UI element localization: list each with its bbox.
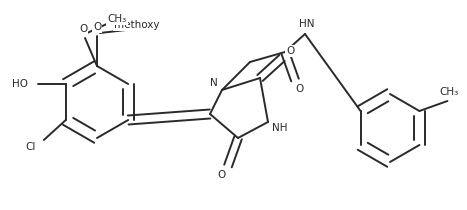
Text: CH₃: CH₃ bbox=[107, 14, 127, 24]
Text: Cl: Cl bbox=[25, 142, 36, 152]
Text: HN: HN bbox=[299, 19, 315, 29]
Text: HO: HO bbox=[12, 79, 28, 89]
Text: CH₃: CH₃ bbox=[440, 87, 459, 97]
Text: O: O bbox=[286, 46, 294, 56]
Text: O: O bbox=[218, 170, 226, 180]
Text: methoxy: methoxy bbox=[114, 20, 160, 30]
Text: N: N bbox=[210, 78, 218, 88]
Text: O: O bbox=[93, 22, 101, 32]
Text: NH: NH bbox=[272, 123, 288, 133]
Text: O: O bbox=[295, 84, 303, 94]
Text: O: O bbox=[79, 24, 87, 34]
